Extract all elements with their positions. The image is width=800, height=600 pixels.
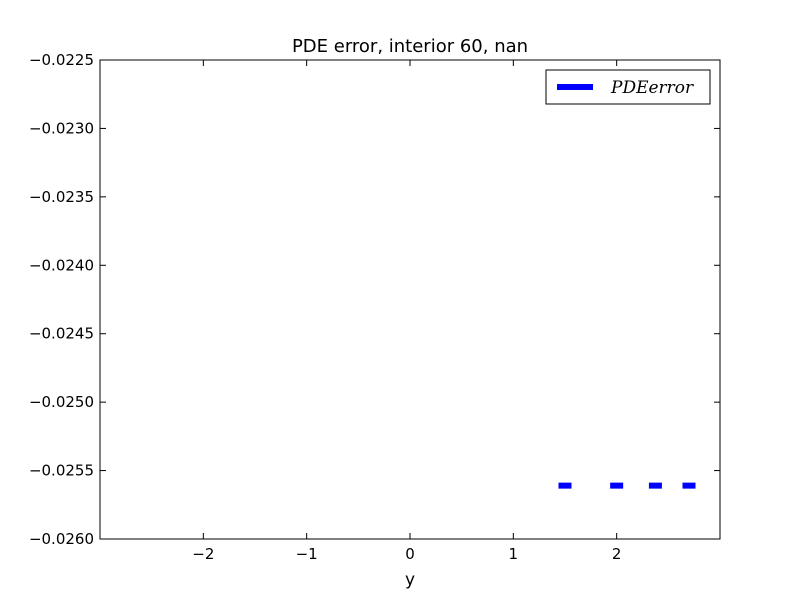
y-tick-label: −0.0250 [29, 393, 94, 411]
y-tick-label: −0.0260 [29, 530, 94, 548]
x-tick-label: 0 [405, 545, 415, 563]
x-tick-label: −2 [192, 545, 214, 563]
legend-label: PDEerror [610, 78, 694, 98]
y-tick-label: −0.0235 [29, 188, 94, 206]
x-axis-label: y [405, 570, 415, 590]
y-tick-label: −0.0245 [29, 325, 94, 343]
y-tick-label: −0.0255 [29, 462, 94, 480]
x-tick-label: 2 [612, 545, 622, 563]
x-tick-label: −1 [296, 545, 318, 563]
chart-title: PDE error, interior 60, nan [292, 36, 528, 57]
y-tick-label: −0.0230 [29, 119, 94, 137]
y-tick-label: −0.0225 [29, 51, 94, 69]
x-tick-label: 1 [509, 545, 519, 563]
ticks-layer: −2 −1 0 1 2 −0.0260 −0.0255 −0.0250 −0.0245 −0.02… [29, 51, 720, 563]
legend: PDEerror [545, 69, 711, 105]
y-tick-label: −0.0240 [29, 256, 94, 274]
